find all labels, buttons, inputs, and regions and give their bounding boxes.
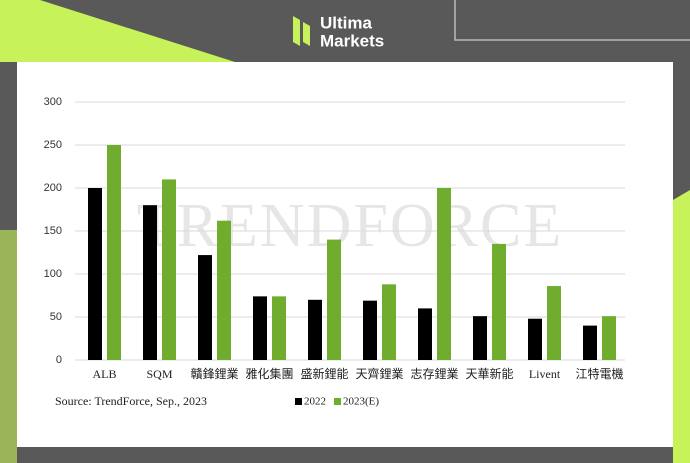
x-tick-label: 天華新能 <box>465 366 513 381</box>
x-tick-label: 贛鋒鋰業 <box>190 366 238 381</box>
bar <box>473 316 487 360</box>
bar <box>547 286 561 360</box>
bar <box>492 243 506 360</box>
legend-swatch <box>295 398 302 405</box>
bar <box>382 284 396 360</box>
bar <box>437 188 451 360</box>
bar <box>88 188 102 360</box>
bar <box>327 239 341 360</box>
bar <box>143 205 157 360</box>
y-tick-label: 50 <box>50 311 62 323</box>
bar <box>418 308 432 360</box>
source-note: Source: TrendForce, Sep., 2023 <box>55 394 207 408</box>
bar <box>107 145 121 360</box>
x-tick-label: 志存鋰業 <box>410 367 458 381</box>
decor-line <box>454 0 690 41</box>
bar <box>162 179 176 360</box>
accent-shape <box>0 230 17 463</box>
y-tick-label: 250 <box>44 139 62 151</box>
bar <box>363 300 377 360</box>
x-tick-label: 雅化集團 <box>245 366 293 381</box>
accent-shape <box>0 0 235 62</box>
bar <box>308 299 322 360</box>
y-tick-label: 300 <box>44 96 62 108</box>
brand: Ultima <box>320 13 373 32</box>
legend-label: 2022 <box>304 396 326 408</box>
logo-mark <box>303 22 310 46</box>
y-tick-label: 100 <box>44 268 62 280</box>
legend-swatch <box>334 398 341 405</box>
bar <box>583 325 597 360</box>
y-tick-label: 200 <box>44 182 62 194</box>
x-tick-label: 天齊鋰業 <box>355 367 403 381</box>
x-tick-label: 江特電機 <box>575 366 623 381</box>
brand: Markets <box>320 31 384 50</box>
bar <box>198 255 212 360</box>
x-tick-label: 盛新鋰能 <box>300 366 348 381</box>
y-tick-label: 0 <box>56 354 62 366</box>
x-tick-label: Livent <box>529 367 561 381</box>
bar <box>217 220 231 360</box>
bar <box>528 318 542 360</box>
watermark: TRENDFORCE <box>137 192 563 260</box>
x-tick-label: ALB <box>93 367 117 381</box>
accent-shape <box>673 190 690 463</box>
bar <box>253 296 267 360</box>
legend-label: 2023(E) <box>343 396 379 408</box>
chart-panel <box>17 62 673 447</box>
bar <box>272 296 286 360</box>
logo-mark <box>293 16 300 46</box>
x-tick-label: SQM <box>146 367 172 381</box>
bar <box>602 316 616 360</box>
y-tick-label: 150 <box>44 225 62 237</box>
